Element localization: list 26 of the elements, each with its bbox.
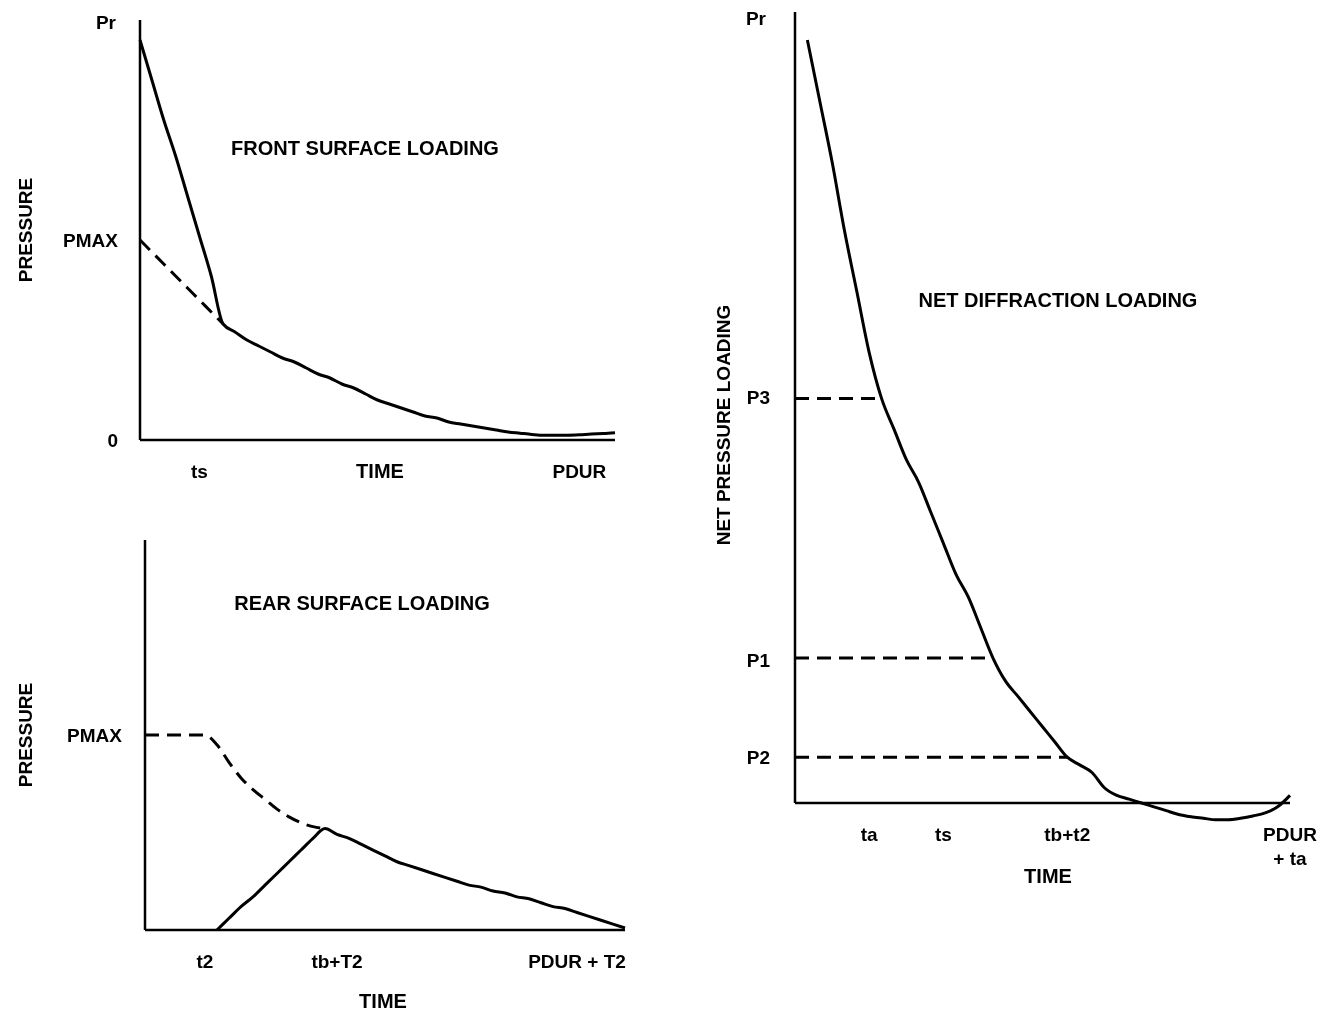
y-axis-title: PRESSURE — [15, 682, 36, 788]
chart-title: REAR SURFACE LOADING — [234, 592, 490, 614]
x-axis-title: TIME — [356, 460, 404, 482]
text: P2 — [746, 746, 770, 768]
y-axis-title: PRESSURE — [15, 177, 36, 283]
x-tick-label: PDUR + ta — [1263, 824, 1318, 869]
text: P3 — [746, 386, 770, 408]
text: P1 — [746, 649, 771, 671]
x-axis-title: TIME — [1024, 865, 1072, 887]
x-tick-label: ta — [860, 824, 879, 845]
text: Pr — [95, 11, 117, 33]
x-tick-label: tb+T2 — [311, 951, 363, 972]
y-axis-title: NET PRESSURE LOADING — [713, 304, 734, 546]
x-tick-label: PDUR + T2 — [528, 951, 626, 972]
x-tick-label: tb+t2 — [1044, 824, 1091, 845]
text: PMAX — [67, 724, 123, 746]
text: PMAX — [63, 229, 119, 251]
text: NET DIFFRACTION LOADING — [918, 289, 1198, 311]
text: FRONT SURFACE LOADING — [231, 137, 499, 159]
x-tick-label: t2 — [196, 951, 214, 972]
x-tick-label: ts — [190, 461, 208, 482]
text: 0 — [107, 429, 118, 451]
x-axis-title: TIME — [359, 990, 407, 1012]
x-tick-label: PDUR — [552, 461, 607, 482]
x-tick-label: ts — [935, 824, 952, 845]
text: Pr — [745, 7, 767, 29]
